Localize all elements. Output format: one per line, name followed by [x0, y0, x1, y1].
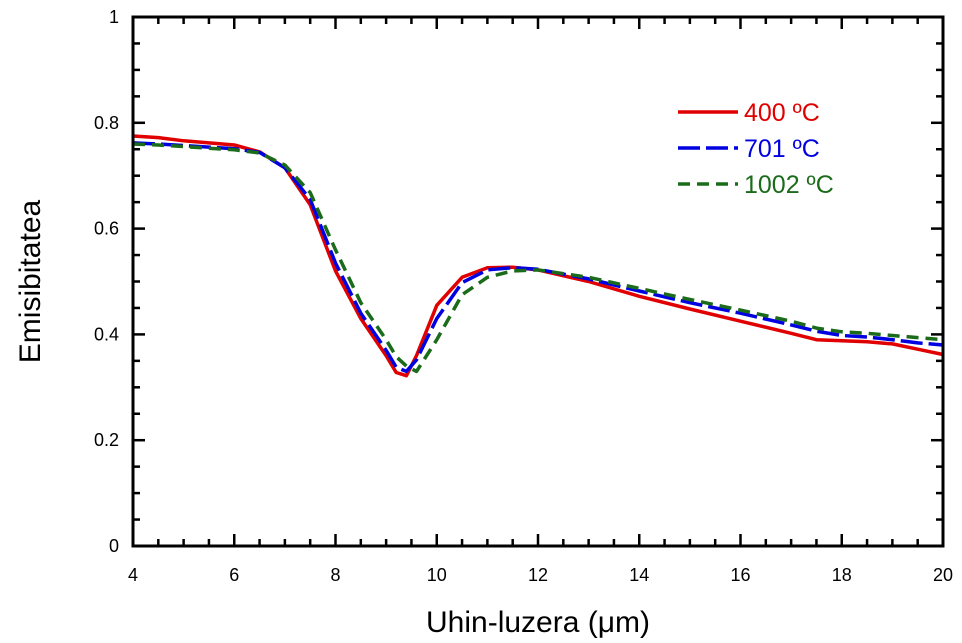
x-tick-label: 10 — [427, 565, 447, 585]
x-tick-label: 6 — [229, 565, 239, 585]
y-tick-label: 1 — [109, 7, 119, 27]
x-tick-label: 14 — [629, 565, 649, 585]
x-tick-label: 12 — [528, 565, 548, 585]
y-tick-label: 0.4 — [94, 324, 119, 344]
legend-label-0: 400 ºC — [744, 99, 820, 127]
y-axis-title: Emisibitatea — [14, 199, 47, 363]
legend-label-1: 701 ºC — [744, 135, 820, 163]
plot-frame — [131, 15, 945, 548]
x-tick-label: 18 — [832, 565, 852, 585]
series-line-2 — [132, 142, 944, 374]
y-tick-label: 0 — [109, 536, 119, 556]
x-tick-label: 20 — [933, 565, 953, 585]
x-tick-label: 4 — [128, 565, 138, 585]
legend-label-2: 1002 ºC — [744, 171, 834, 199]
y-tick-label: 0.2 — [94, 430, 119, 450]
x-tick-label: 8 — [330, 565, 340, 585]
plot-lines — [132, 134, 944, 378]
x-tick-label: 16 — [730, 565, 750, 585]
y-tick-label: 0.8 — [94, 113, 119, 133]
legend: 400 ºC 701 ºC 1002 ºC — [678, 99, 834, 199]
x-axis-title: Uhin-luzera (μm) — [426, 606, 650, 639]
axis-ticks — [131, 15, 945, 548]
y-tick-label: 0.6 — [94, 219, 119, 239]
axis-tick-labels: 4 6 8 10 12 14 16 18 20 0 0.2 0.4 0.6 0.8 1 — [94, 7, 953, 585]
